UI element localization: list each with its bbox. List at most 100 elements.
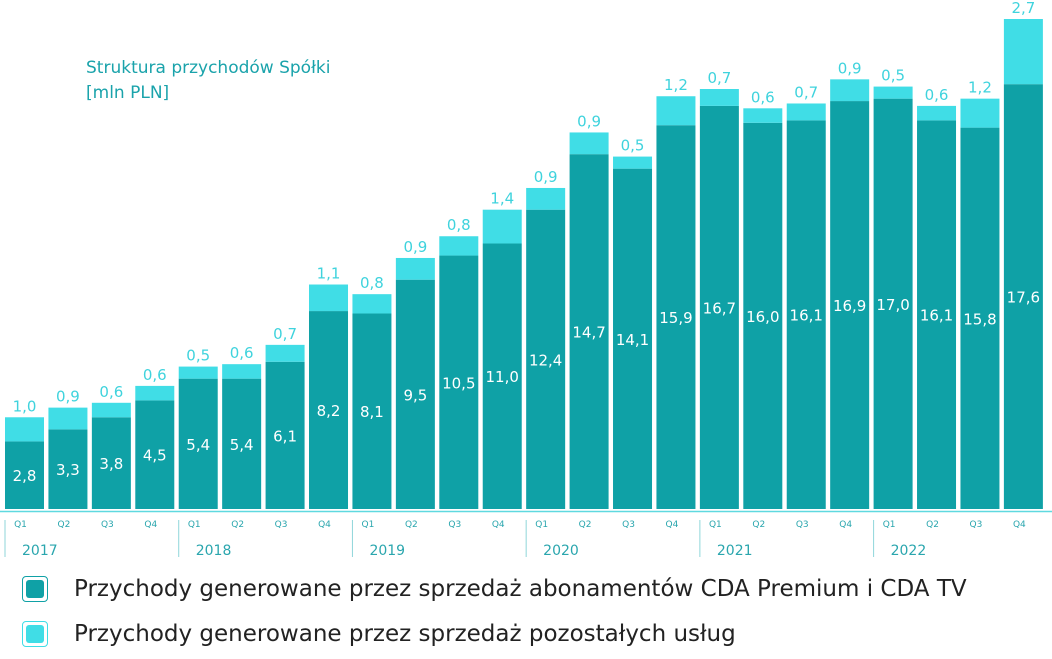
- data-label-subscriptions: 15,9: [659, 309, 692, 327]
- data-label-other: 0,9: [56, 388, 80, 406]
- chart-title-text: Struktura przychodów Spółki: [86, 58, 331, 78]
- bar-other: [786, 103, 826, 121]
- data-label-other: 0,7: [707, 69, 731, 87]
- bar-other: [91, 402, 131, 418]
- data-label-other: 0,7: [273, 325, 297, 343]
- data-label-subscriptions: 16,1: [920, 307, 953, 325]
- data-label-subscriptions: 9,5: [403, 386, 427, 404]
- bar-other: [48, 407, 88, 430]
- bar-other: [135, 385, 175, 401]
- bar-subscriptions: [439, 255, 479, 509]
- quarter-tick-label: Q4: [1013, 520, 1026, 530]
- data-label-subscriptions: 14,7: [572, 324, 605, 342]
- data-label-subscriptions: 16,1: [790, 307, 823, 325]
- quarter-tick-label: Q2: [231, 520, 244, 530]
- bar-other: [482, 209, 522, 244]
- data-label-subscriptions: 14,1: [616, 331, 649, 349]
- quarter-tick-label: Q3: [970, 520, 983, 530]
- bar-subscriptions: [395, 279, 435, 509]
- bar-subscriptions: [5, 441, 44, 509]
- bar-subscriptions: [699, 105, 739, 510]
- data-label-subscriptions: 16,7: [703, 299, 736, 317]
- quarter-tick-label: Q3: [622, 520, 635, 530]
- quarter-tick-label: Q2: [58, 520, 71, 530]
- quarter-tick-label: Q1: [188, 520, 201, 530]
- data-label-other: 0,9: [577, 112, 601, 130]
- legend-label: Przychody generowane przez sprzedaż pozo…: [74, 621, 736, 647]
- data-label-other: 0,9: [403, 238, 427, 256]
- quarter-tick-label: Q3: [448, 520, 461, 530]
- data-label-subscriptions: 17,0: [876, 296, 909, 314]
- data-label-other: 0,6: [99, 383, 123, 401]
- bar-subscriptions: [222, 378, 262, 509]
- data-label-subscriptions: 5,4: [186, 436, 210, 454]
- bar-subscriptions: [352, 313, 392, 509]
- data-label-subscriptions: 15,8: [963, 310, 996, 328]
- data-label-subscriptions: 2,8: [13, 467, 37, 485]
- bar-other: [526, 187, 566, 210]
- bar-other: [5, 417, 44, 442]
- legend-item-other: Przychody generowane przez sprzedaż pozo…: [22, 621, 736, 647]
- data-label-subscriptions: 11,0: [486, 368, 519, 386]
- bar-other: [265, 344, 305, 362]
- data-label-other: 1,1: [317, 265, 341, 283]
- data-label-subscriptions: 10,5: [442, 374, 475, 392]
- year-tick-label: 2021: [717, 543, 753, 559]
- revenue-chart: 2,8 1,0 Q1 3,3 0,9 Q2 3,8 0,6 Q3 4,5 0,6 Q4 5,4 0,5 Q1…: [0, 0, 1052, 559]
- quarter-tick-label: Q1: [709, 520, 722, 530]
- bar-subscriptions: [91, 417, 131, 509]
- bar-subscriptions: [786, 120, 826, 510]
- data-label-subscriptions: 3,3: [56, 461, 80, 479]
- bar-subscriptions: [613, 168, 653, 510]
- bar-subscriptions: [569, 154, 609, 509]
- data-label-other: 0,7: [794, 83, 818, 101]
- data-label-other: 0,6: [925, 86, 949, 104]
- chart-subtitle: [mln PLN]: [86, 83, 170, 103]
- data-label-other: 0,9: [534, 168, 558, 186]
- bar-other: [178, 366, 218, 379]
- quarter-tick-label: Q1: [362, 520, 375, 530]
- data-label-other: 0,6: [751, 88, 775, 106]
- bar-subscriptions: [309, 311, 349, 509]
- data-label-subscriptions: 8,1: [360, 403, 384, 421]
- data-label-other: 1,2: [968, 79, 992, 97]
- data-label-other: 2,7: [1011, 0, 1035, 17]
- data-label-other: 0,8: [447, 216, 471, 234]
- quarter-tick-label: Q1: [535, 520, 548, 530]
- data-label-other: 1,0: [13, 397, 37, 415]
- data-label-other: 0,5: [881, 67, 905, 85]
- bar-other: [439, 236, 479, 256]
- data-label-other: 0,9: [838, 59, 862, 77]
- year-tick-label: 2022: [891, 543, 927, 559]
- quarter-tick-label: Q4: [839, 520, 852, 530]
- bar-other: [917, 105, 957, 121]
- data-label-subscriptions: 16,0: [746, 308, 779, 326]
- bar-other: [395, 257, 435, 280]
- bar-other: [960, 98, 1000, 128]
- legend-swatch-light: [22, 621, 48, 647]
- bar-subscriptions: [656, 125, 696, 509]
- bar-subscriptions: [526, 209, 566, 510]
- quarter-tick-label: Q4: [666, 520, 679, 530]
- bar-other: [569, 132, 609, 155]
- data-label-other: 0,5: [186, 347, 210, 365]
- data-label-subscriptions: 3,8: [99, 455, 123, 473]
- bar-other: [1003, 19, 1043, 85]
- year-tick-label: 2018: [196, 543, 232, 559]
- year-tick-label: 2019: [369, 543, 405, 559]
- data-label-other: 0,6: [143, 366, 167, 384]
- quarter-tick-label: Q2: [926, 520, 939, 530]
- data-label-other: 0,8: [360, 274, 384, 292]
- chart-title: Struktura przychodów Spółki [mln PLN]: [86, 56, 330, 106]
- bar-other: [830, 79, 870, 102]
- quarter-tick-label: Q4: [144, 520, 157, 530]
- bar-other: [352, 294, 392, 314]
- bar-subscriptions: [1003, 84, 1043, 509]
- data-label-subscriptions: 12,4: [529, 351, 562, 369]
- data-label-other: 1,4: [490, 190, 514, 208]
- year-tick-label: 2017: [22, 543, 58, 559]
- legend-swatch-dark: [22, 576, 48, 602]
- bar-other: [309, 284, 349, 312]
- data-label-subscriptions: 17,6: [1007, 289, 1040, 307]
- bar-subscriptions: [960, 127, 1000, 509]
